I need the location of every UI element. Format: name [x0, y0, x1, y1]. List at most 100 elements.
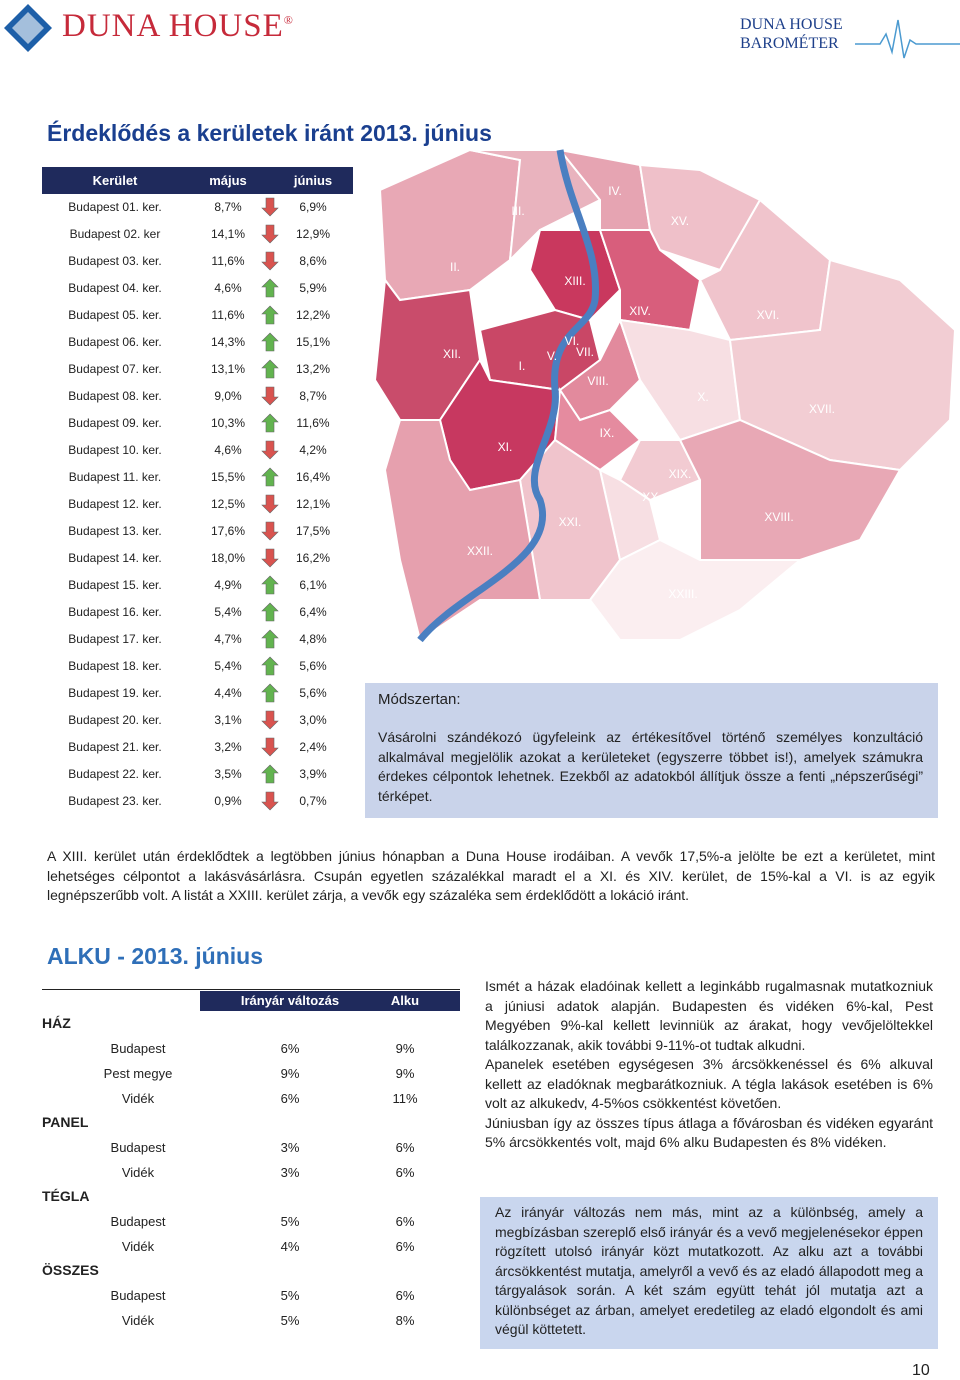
trend-arrow-up: [261, 278, 279, 298]
trend-arrow-down: [261, 197, 279, 217]
row-label: Budapest: [110, 1214, 166, 1229]
district-label: XVI.: [757, 308, 780, 322]
row-value: 6%: [280, 1091, 300, 1106]
value-may: 4,6%: [214, 443, 242, 457]
district-label: XXII.: [467, 544, 493, 558]
value-june: 5,6%: [299, 659, 327, 673]
row-value: 3%: [280, 1140, 300, 1155]
table-rule: [42, 989, 460, 990]
column-header: június: [293, 173, 333, 188]
column-header: május: [209, 173, 247, 188]
trademark: ®: [283, 13, 294, 27]
value-june: 12,1%: [295, 497, 331, 511]
district-label: XII.: [443, 347, 461, 361]
value-may: 11,6%: [211, 254, 245, 268]
row-label: Budapest: [110, 1288, 166, 1303]
row-value: 5%: [280, 1214, 300, 1229]
trend-arrow-up: [261, 764, 279, 784]
value-june: 5,6%: [299, 686, 327, 700]
trend-arrow-up: [261, 332, 279, 352]
trend-arrow-up: [261, 629, 279, 649]
row-value: 9%: [395, 1066, 415, 1081]
value-june: 16,2%: [295, 551, 331, 565]
value-june: 16,4%: [295, 470, 331, 484]
section-title: ALKU - 2013. június: [47, 943, 263, 969]
district-area: [598, 229, 702, 332]
district-area: [588, 538, 803, 641]
district-label: X.: [697, 390, 708, 404]
summary: A XIII. kerület után érdeklődtek a legtö…: [47, 848, 935, 903]
district: Budapest 09. ker.: [68, 416, 162, 430]
value-may: 12,5%: [210, 497, 246, 511]
district: Budapest 23. ker.: [68, 794, 162, 808]
barometer: DUNA HOUSE BAROMÉTER: [740, 15, 843, 53]
district: Budapest 10. ker.: [68, 443, 162, 457]
trend-arrow-up: [261, 575, 279, 595]
trend-arrow-up: [261, 683, 279, 703]
district: Budapest 03. ker.: [68, 254, 162, 268]
row-value: 6%: [395, 1140, 415, 1155]
value-june: 3,9%: [299, 767, 327, 781]
value-may: 5,4%: [214, 605, 242, 619]
heartbeat: [855, 19, 960, 59]
value-may: 4,9%: [214, 578, 242, 592]
district: Budapest 05. ker.: [68, 308, 162, 322]
logo-inner: [12, 12, 44, 44]
district-label: XIII.: [564, 274, 585, 288]
group-label: PANEL: [42, 1114, 89, 1130]
value-may: 4,4%: [214, 686, 242, 700]
row-value: 5%: [280, 1288, 300, 1303]
trend-arrow-up: [261, 602, 279, 622]
district-label: V.: [547, 349, 557, 363]
value-june: 6,4%: [299, 605, 327, 619]
district-label: XXI.: [559, 515, 582, 529]
paragraph: Apanelek esetében egységesen 3% árcsökke…: [485, 1056, 933, 1111]
trend-arrow-down: [261, 521, 279, 541]
trend-arrow-up: [261, 467, 279, 487]
district-label: VII.: [576, 345, 594, 359]
value-june: 8,6%: [299, 254, 327, 268]
value-may: 5,4%: [214, 659, 242, 673]
row-label: Vidék: [121, 1165, 155, 1180]
value-june: 13,2%: [295, 362, 331, 376]
paragraph: Júniusban így az összes típus átlaga a f…: [485, 1114, 933, 1151]
methodology-text: Vásárolni szándékozó ügyfeleink az érték…: [378, 729, 923, 804]
district: Budapest 02. ker: [69, 227, 161, 241]
district: Budapest 06. ker.: [68, 335, 162, 349]
value-may: 4,7%: [214, 632, 242, 646]
district: Budapest 16. ker.: [68, 605, 162, 619]
value-may: 8,7%: [214, 200, 242, 214]
trend-arrows: [261, 197, 279, 811]
trend-arrow-up: [261, 305, 279, 325]
district: Budapest 17. ker.: [68, 632, 162, 646]
value-june: 5,9%: [299, 281, 327, 295]
row-label: Budapest: [110, 1140, 166, 1155]
district: Budapest 22. ker.: [68, 767, 162, 781]
value-may: 0,9%: [214, 794, 242, 808]
trend-arrow-down: [261, 386, 279, 406]
bargain-text: Ismét a házak eladóinak kellett a legink…: [485, 977, 933, 1153]
district-label: XVII.: [809, 402, 835, 416]
district-label: XV.: [671, 214, 689, 228]
barometer-line: DUNA HOUSE: [740, 16, 843, 33]
value-june: 6,1%: [299, 578, 327, 592]
value-may: 14,3%: [210, 335, 246, 349]
row-value: 6%: [395, 1165, 415, 1180]
district-label: II.: [450, 260, 460, 274]
value-may: 3,5%: [214, 767, 242, 781]
row-value: 9%: [395, 1041, 415, 1056]
value-may: 9,0%: [214, 389, 242, 403]
district: Budapest 11. ker.: [68, 470, 162, 484]
value-may: 18,0%: [210, 551, 246, 565]
methodology-title: Módszertan:: [378, 691, 461, 708]
district: Budapest 13. ker.: [68, 524, 162, 538]
row-value: 6%: [280, 1041, 300, 1056]
note-box: Az irányár változás nem más, mint az a k…: [480, 1197, 938, 1349]
trend-arrow-down: [261, 224, 279, 244]
row-value: 4%: [280, 1239, 300, 1254]
district-label: VIII.: [587, 374, 608, 388]
district-label: XIV.: [629, 304, 651, 318]
district: Budapest 14. ker.: [68, 551, 162, 565]
district-label: IX.: [600, 426, 615, 440]
